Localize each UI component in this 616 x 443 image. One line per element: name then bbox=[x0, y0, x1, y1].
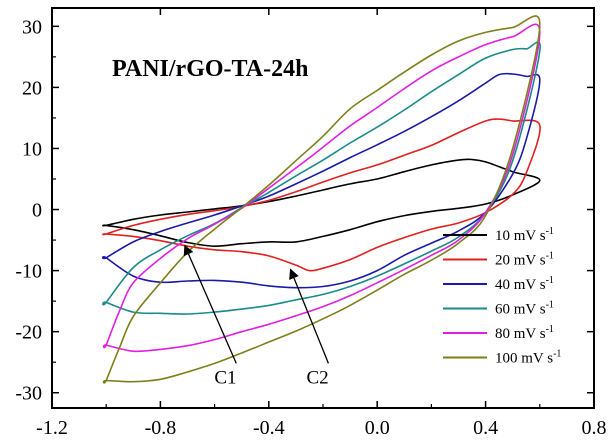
legend-label-exponent: -1 bbox=[546, 226, 554, 237]
x-tick-label: 0.4 bbox=[473, 417, 498, 439]
legend-label-exponent: -1 bbox=[546, 300, 554, 311]
x-tick-label: 0.0 bbox=[365, 417, 390, 439]
x-tick-label: 0.8 bbox=[582, 417, 607, 439]
legend-label-text: 80 mV s bbox=[495, 326, 546, 342]
legend-label-text: 20 mV s bbox=[495, 253, 546, 269]
legend-label-3: 40 mV s-1 bbox=[495, 275, 554, 293]
legend-label-1: 10 mV s-1 bbox=[495, 226, 554, 244]
series-line-3 bbox=[102, 72, 541, 289]
legend-label-text: 10 mV s bbox=[495, 228, 546, 244]
y-tick-label: -20 bbox=[15, 322, 42, 344]
legend-label-exponent: -1 bbox=[553, 349, 561, 360]
legend-label-text: 60 mV s bbox=[495, 302, 546, 318]
legend-label-text: 100 mV s bbox=[495, 351, 553, 367]
legend-label-4: 60 mV s-1 bbox=[495, 300, 554, 318]
y-tick-label: -10 bbox=[15, 261, 42, 283]
annotation-label-c2: C2 bbox=[306, 368, 328, 389]
series-layer bbox=[102, 15, 541, 384]
series-line-2 bbox=[102, 118, 541, 272]
y-tick-label: 10 bbox=[22, 138, 42, 160]
annotation-arrow-c1 bbox=[183, 244, 237, 364]
y-tick-label: 30 bbox=[22, 16, 42, 38]
legend-label-6: 100 mV s-1 bbox=[495, 349, 561, 367]
series-line-4 bbox=[102, 41, 541, 315]
chart-title: PANI/rGO-TA-24h bbox=[112, 56, 308, 82]
x-tick-label: -0.8 bbox=[145, 417, 177, 439]
annotation-arrow-c2 bbox=[289, 268, 330, 364]
axes: -1.2 -0.8 -0.4 0.0 0.4 0.8 -30 -20 -10 0 10 20 30 bbox=[15, 8, 607, 439]
legend-label-text: 40 mV s bbox=[495, 277, 546, 293]
y-tick-label: -30 bbox=[15, 383, 42, 405]
legend-label-exponent: -1 bbox=[546, 324, 554, 335]
series-line-6 bbox=[102, 15, 541, 384]
legend-label-2: 20 mV s-1 bbox=[495, 251, 554, 269]
legend-label-5: 80 mV s-1 bbox=[495, 324, 554, 342]
legend-label-exponent: -1 bbox=[546, 275, 554, 286]
x-tick-label: -1.2 bbox=[36, 417, 68, 439]
legend: 10 mV s-120 mV s-140 mV s-160 mV s-180 m… bbox=[443, 226, 561, 367]
annotation-label-c1: C1 bbox=[214, 368, 236, 389]
legend-label-exponent: -1 bbox=[546, 251, 554, 262]
annotations: C1 C2 bbox=[183, 244, 330, 389]
x-tick-label: -0.4 bbox=[253, 417, 285, 439]
y-tick-label: 0 bbox=[32, 200, 42, 222]
y-tick-label: 20 bbox=[22, 77, 42, 99]
